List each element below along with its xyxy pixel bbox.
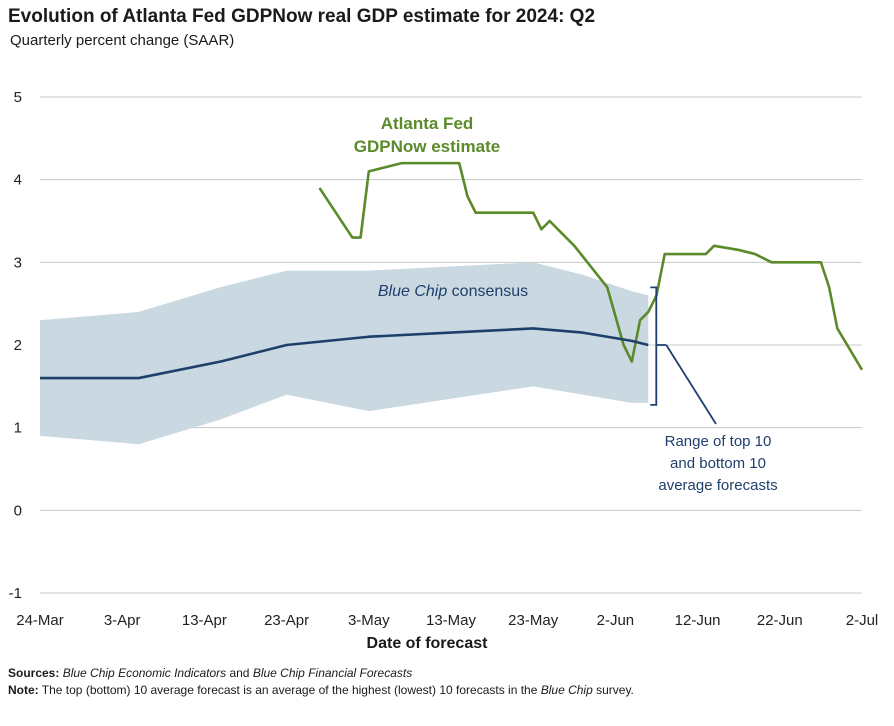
y-tick-label: 0 xyxy=(14,502,22,519)
sources-part2: and xyxy=(226,666,253,680)
y-tick-label: 2 xyxy=(14,337,22,354)
chart: 5 4 3 2 1 0 -1 24-Mar 3-Apr 13-Apr 23-Apr 3-May 13-… xyxy=(9,89,879,652)
series-layer xyxy=(40,161,864,380)
chart-title: Evolution of Atlanta Fed GDPNow real GDP… xyxy=(8,6,596,27)
consensus-label-italic: Blue Chip xyxy=(378,283,447,300)
note-label: Note: xyxy=(8,683,39,697)
x-tick-label: 13-May xyxy=(426,612,477,629)
range-bracket-line xyxy=(650,286,658,406)
x-tick-label: 23-May xyxy=(508,612,559,629)
x-tick-label: 22-Jun xyxy=(757,612,803,629)
range-band xyxy=(40,262,649,445)
note-part3: survey. xyxy=(592,683,634,697)
note-part1: The top (bottom) 10 average forecast is … xyxy=(38,683,541,697)
x-tick-label: 3-Apr xyxy=(104,612,141,629)
x-tick-label: 24-Mar xyxy=(16,612,64,629)
y-tick-labels: 5 4 3 2 1 0 -1 xyxy=(9,89,22,602)
x-tick-label: 12-Jun xyxy=(675,612,721,629)
grid-layer xyxy=(40,96,862,594)
x-axis-title: Date of forecast xyxy=(367,635,489,652)
range-leader-line xyxy=(665,344,717,425)
sources-part3: Blue Chip Financial Forecasts xyxy=(252,666,413,680)
range-label-line1: Range of top 10 xyxy=(665,433,772,450)
y-tick-label: 5 xyxy=(14,89,22,106)
x-tick-label: 2-Jun xyxy=(597,612,635,629)
gdpnow-line xyxy=(318,161,864,371)
range-label-line2: and bottom 10 xyxy=(670,455,766,472)
sources-label: Sources: xyxy=(8,666,60,680)
band-layer xyxy=(40,262,649,445)
sources-part1: Blue Chip Economic Indicators xyxy=(62,666,227,680)
consensus-label-rest: consensus xyxy=(447,283,528,300)
x-tick-labels: 24-Mar 3-Apr 13-Apr 23-Apr 3-May 13-May 23-May… xyxy=(16,612,878,629)
y-tick-label: 3 xyxy=(14,254,22,271)
y-tick-label: 1 xyxy=(14,420,22,437)
x-tick-label: 13-Apr xyxy=(182,612,227,629)
note-footnote: Note: The top (bottom) 10 average foreca… xyxy=(8,683,888,698)
gdpnow-label-line1: Atlanta Fed xyxy=(381,114,474,133)
consensus-label: Blue Chip consensus xyxy=(378,283,528,300)
note-part2: Blue Chip xyxy=(540,683,593,697)
x-tick-label: 23-Apr xyxy=(264,612,309,629)
range-label-line3: average forecasts xyxy=(658,477,777,494)
x-tick-label: 2-Jul xyxy=(846,612,879,629)
x-tick-label: 3-May xyxy=(348,612,390,629)
y-tick-label: 4 xyxy=(14,172,22,189)
range-bracket xyxy=(650,286,717,425)
sources-footnote: Sources: Blue Chip Economic Indicators a… xyxy=(8,666,888,681)
y-tick-label: -1 xyxy=(9,585,22,602)
consensus-line xyxy=(40,327,649,380)
chart-subtitle: Quarterly percent change (SAAR) xyxy=(10,32,235,49)
gdpnow-label-line2: GDPNow estimate xyxy=(354,137,500,156)
